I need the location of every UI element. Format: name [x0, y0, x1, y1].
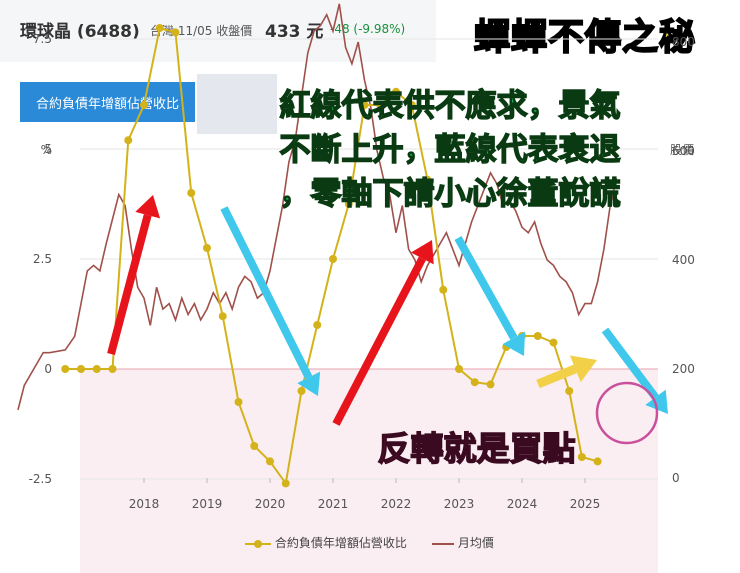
red-arrow-up-1: [107, 195, 161, 356]
x-tick-label: 2021: [318, 497, 349, 511]
ratio-point: [593, 457, 602, 466]
ratio-point: [344, 200, 353, 208]
secret-title-overlay: 蟬蟬不傳之秘: [473, 16, 696, 59]
ratio-point: [360, 101, 369, 109]
ratio-point: [218, 312, 227, 321]
legend-price-swatch: [432, 542, 454, 545]
ratio-point: [565, 387, 574, 395]
ratio-point: [392, 87, 400, 96]
x-tick-label: 2023: [444, 497, 475, 511]
negative-zone: [80, 369, 658, 573]
arrow-head: [297, 371, 321, 396]
stock-name: 環球晶: [20, 22, 71, 42]
ratio-point: [329, 255, 337, 263]
left-tick-label: 0: [44, 362, 52, 376]
ratio-point: [92, 365, 101, 373]
ratio-point: [486, 380, 495, 389]
ratio-point: [108, 365, 117, 373]
ratio-point: [407, 101, 416, 109]
x-tick-label: 2024: [507, 497, 538, 511]
ratio-point: [297, 387, 306, 395]
ratio-point: [61, 365, 70, 373]
red-arrow-up-2: [332, 240, 434, 426]
x-tick-label: 2018: [129, 497, 160, 511]
ratio-point: [266, 457, 274, 466]
x-tick-label: 2020: [255, 497, 286, 511]
right-tick-label: 0: [672, 471, 680, 485]
right-tick-label: 400: [672, 253, 695, 267]
left-axis-title: %: [41, 143, 52, 157]
ratio-point: [234, 398, 243, 406]
tab-strip-background: [197, 74, 277, 134]
note-line-2: 不斷上升，藍線代表衰退: [279, 131, 621, 168]
arrow-head: [502, 331, 526, 356]
left-tick-label: -2.5: [29, 472, 52, 486]
legend-ratio-swatch: [245, 539, 271, 548]
ratio-point: [281, 479, 290, 488]
ratio-point: [124, 136, 133, 145]
blue-arrow-down-1: [220, 206, 321, 396]
note-line-1: 紅線代表供不應求，景氣: [279, 87, 621, 124]
legend-item-price[interactable]: 月均價: [432, 534, 494, 551]
left-tick-label: 7.5: [33, 32, 52, 46]
ratio-point: [439, 285, 448, 294]
left-tick-label: 2.5: [33, 252, 52, 266]
stock-header: 環球晶 (6488) 台灣 11/05 收盤價 433 元 -48 (-9.98…: [0, 0, 436, 62]
note-line-3: ，零軸下請小心徐董說謊: [279, 175, 621, 212]
highlight-circle: [595, 381, 659, 445]
annotation-note: 紅線代表供不應求，景氣 不斷上升，藍線代表衰退 ，零軸下請小心徐董說謊: [240, 84, 660, 216]
ratio-point: [423, 175, 432, 184]
arrow-head: [411, 240, 434, 265]
arrow-shaft: [220, 206, 313, 380]
ratio-point: [470, 378, 479, 387]
ratio-point: [549, 338, 558, 347]
ratio-point: [577, 453, 586, 461]
buy-point-label: 反轉就是買點: [377, 428, 576, 468]
ratio-point: [533, 332, 542, 340]
ratio-point: [187, 189, 196, 197]
ratio-point: [140, 101, 148, 109]
arrow-shaft: [107, 214, 152, 356]
right-tick-label: 600: [672, 144, 695, 158]
arrow-head: [569, 355, 597, 383]
arrow-shaft: [536, 364, 578, 389]
legend-ratio-label: 合約負債年增額佔營收比: [274, 536, 407, 550]
arrow-head: [645, 389, 668, 414]
stock-title: 環球晶 (6488): [20, 17, 140, 42]
ratio-point: [77, 365, 85, 373]
blue-arrow-down-2: [454, 236, 526, 356]
ratio-point: [376, 101, 385, 109]
arrow-head: [135, 195, 161, 219]
ratio-point: [155, 24, 164, 32]
arrow-shaft: [601, 327, 659, 400]
right-axis-title: 股價: [670, 143, 694, 157]
ratio-point: [455, 365, 463, 373]
x-tick-label: 2025: [570, 497, 601, 511]
x-tick-label: 2022: [381, 497, 412, 511]
ratio-point: [171, 28, 180, 37]
ratio-point: [203, 244, 211, 252]
legend-item-ratio[interactable]: 合約負債年增額佔營收比: [245, 534, 407, 551]
right-tick-label: 800: [672, 35, 695, 49]
left-tick-label: 5: [44, 142, 52, 156]
arrow-shaft: [454, 236, 518, 340]
ratio-point: [250, 442, 259, 450]
arrow-shaft: [332, 256, 426, 426]
ratio-point: [313, 321, 322, 329]
stock-code: (6488): [76, 22, 140, 42]
close-price: 433 元: [265, 22, 324, 42]
price-change: -48 (-9.98%): [330, 22, 406, 36]
blue-arrow-down-3: [601, 327, 668, 414]
right-tick-label: 200: [672, 362, 695, 376]
x-tick-label: 2019: [192, 497, 223, 511]
yellow-arrow-up: [536, 355, 597, 389]
legend-price-label: 月均價: [457, 536, 494, 550]
